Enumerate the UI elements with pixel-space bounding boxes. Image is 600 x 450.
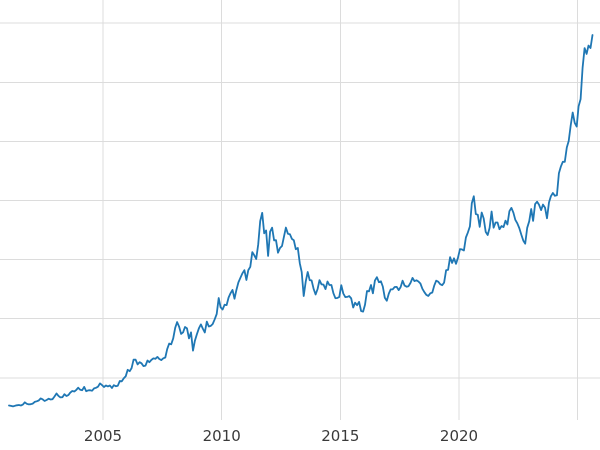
x-tick-label: 2010 [203,427,241,445]
price-line [8,34,594,408]
x-axis-tick-labels: 2005 2010 2015 2020 [84,427,478,445]
x-tick-label: 2015 [321,427,359,445]
x-tick-label: 2020 [440,427,478,445]
gridlines [0,0,600,420]
x-tick-label: 2005 [84,427,122,445]
price-line-series [8,34,594,408]
